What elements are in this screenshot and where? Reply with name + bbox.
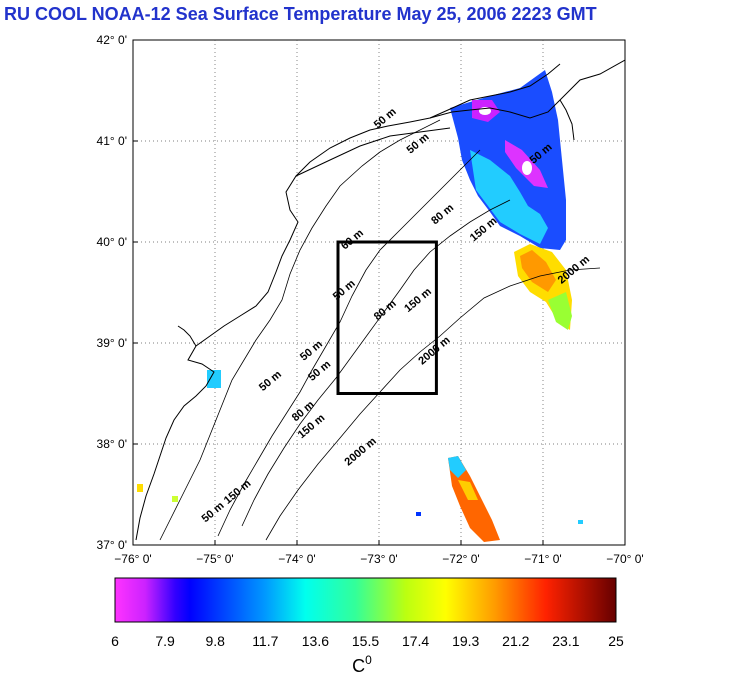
lon-tick-label: −73° 0' [360, 552, 397, 566]
sst-patch-va-1 [172, 496, 178, 502]
lat-tick-label: 40° 0' [97, 235, 127, 249]
colorbar-unit: C0 [352, 653, 372, 676]
longitude-tick-labels: −76° 0' −75° 0' −74° 0' −73° 0' −72° 0' −71° … [114, 540, 644, 566]
lon-tick-label: −72° 0' [442, 552, 479, 566]
sst-patch-delaware [207, 370, 221, 388]
sst-swath [137, 70, 583, 542]
sst-patch-spot-1 [416, 512, 421, 516]
colorbar-tick-label: 13.6 [302, 633, 329, 649]
lat-tick-label: 41° 0' [97, 134, 127, 148]
study-area-box [336, 240, 438, 395]
latitude-tick-labels: 42° 0' 41° 0' 40° 0' 39° 0' 38° 0' 37° 0' [97, 33, 138, 552]
colorbar-tick-label: 17.4 [402, 633, 429, 649]
colorbar-tick-label: 21.2 [502, 633, 529, 649]
lon-tick-label: −70° 0' [606, 552, 643, 566]
colorbar-tick-label: 6 [111, 633, 119, 649]
map-title: RU COOL NOAA-12 Sea Surface Temperature … [4, 4, 597, 24]
lat-tick-label: 39° 0' [97, 336, 127, 350]
sst-patch-white2 [522, 161, 532, 175]
isobath-150m [241, 199, 511, 527]
lat-tick-label: 38° 0' [97, 437, 127, 451]
colorbar-tick-label: 9.8 [205, 633, 225, 649]
colorbar-tick-label: 15.5 [352, 633, 379, 649]
colorbar-tick-label: 11.7 [252, 633, 278, 649]
sst-patch-gulfstream-cool [448, 456, 466, 478]
lon-tick-label: −71° 0' [524, 552, 561, 566]
isobaths [159, 119, 601, 541]
lon-tick-label: −74° 0' [278, 552, 315, 566]
sst-patch-northeast-cyan [470, 150, 548, 244]
colorbar-tick-label: 7.9 [155, 633, 175, 649]
colorbar [114, 577, 617, 623]
sst-patch-spot-2 [578, 520, 583, 524]
isobath-50m [159, 119, 441, 541]
coastline [135, 59, 625, 541]
colorbar-tick-labels: 6 7.9 9.8 11.7 13.6 15.5 17.4 19.3 21.2 23.1 25 [111, 633, 624, 649]
lon-tick-label: −75° 0' [196, 552, 233, 566]
lon-tick-label: −76° 0' [114, 552, 151, 566]
isobath-80m [217, 149, 481, 537]
sst-patch-va-2 [137, 484, 143, 492]
lat-tick-label: 37° 0' [97, 538, 127, 552]
sst-patch-gulfstream-mid [458, 480, 478, 500]
sst-patch-warm-edge [548, 292, 572, 330]
lat-tick-label: 42° 0' [97, 33, 127, 47]
isobath-2000m [265, 267, 601, 541]
colorbar-tick-label: 25 [608, 633, 624, 649]
colorbar-tick-label: 19.3 [452, 633, 479, 649]
sst-patch-warm-filament-inner [520, 250, 556, 292]
colorbar-tick-label: 23.1 [552, 633, 579, 649]
